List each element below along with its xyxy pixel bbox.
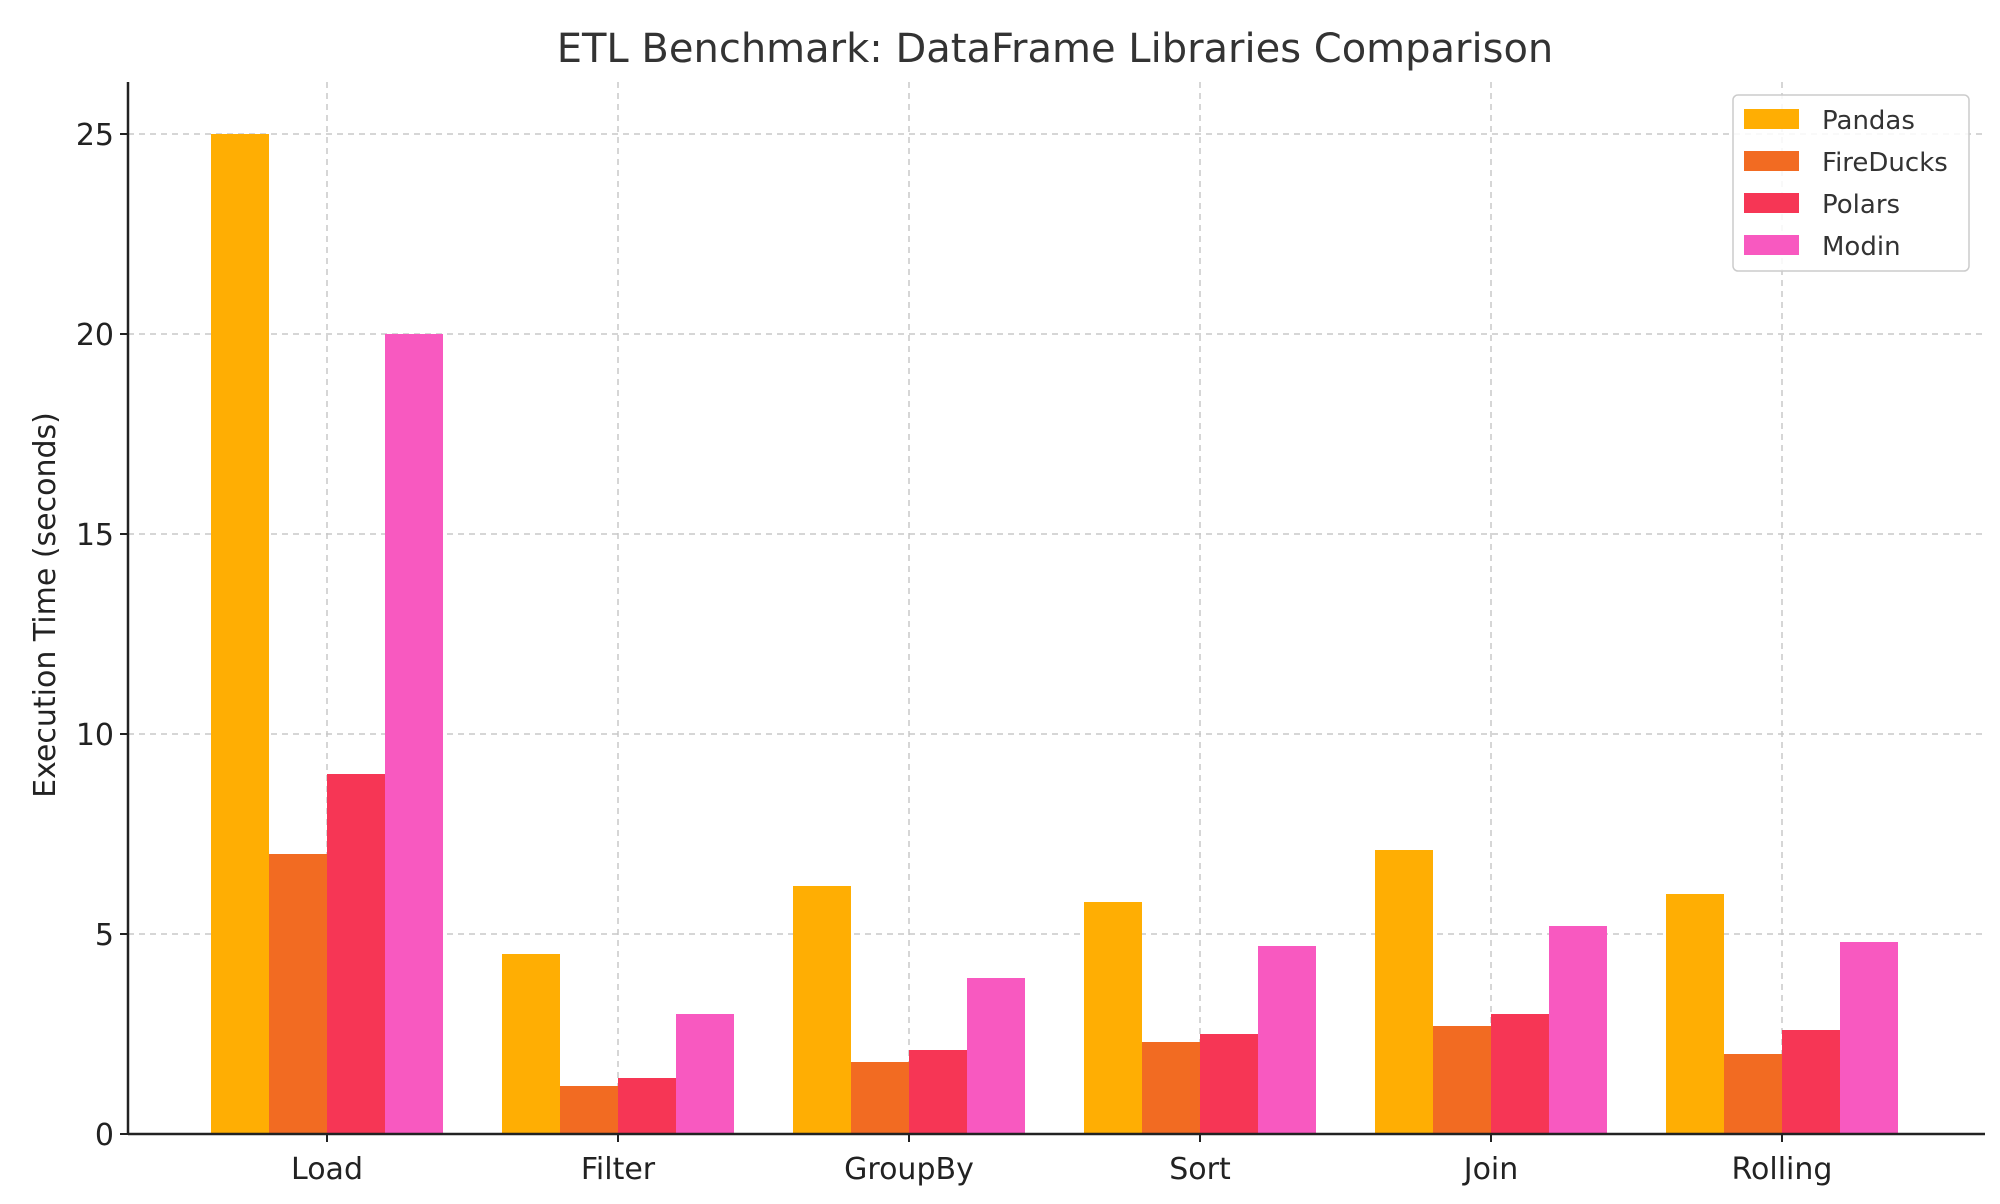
bar-pandas-join	[1375, 850, 1433, 1134]
bar-pandas-groupby	[793, 886, 851, 1134]
x-tick-label: GroupBy	[844, 1152, 974, 1187]
legend-swatch-polars	[1744, 193, 1799, 213]
y-tick-label: 0	[95, 1118, 114, 1153]
bar-fireducks-groupby	[851, 1062, 909, 1134]
bar-fireducks-filter	[560, 1086, 618, 1134]
legend-swatch-modin	[1744, 235, 1799, 255]
bar-pandas-sort	[1084, 902, 1142, 1134]
bar-polars-load	[327, 774, 385, 1134]
bar-fireducks-load	[269, 854, 327, 1134]
bar-modin-groupby	[967, 978, 1025, 1134]
bar-polars-groupby	[909, 1050, 967, 1134]
legend: Pandas FireDucks Polars Modin	[1732, 94, 1970, 272]
bar-fireducks-rolling	[1724, 1054, 1782, 1134]
bar-pandas-load	[211, 134, 269, 1134]
y-tick-label: 15	[76, 518, 114, 553]
bars	[211, 134, 1898, 1134]
legend-label-modin: Modin	[1822, 232, 1901, 262]
legend-label-fireducks: FireDucks	[1822, 148, 1948, 178]
bar-polars-sort	[1200, 1034, 1258, 1134]
y-tick-label: 25	[76, 118, 114, 153]
bar-modin-filter	[676, 1014, 734, 1134]
y-tick-label: 20	[76, 318, 114, 353]
legend-swatch-pandas	[1744, 109, 1799, 129]
legend-label-pandas: Pandas	[1822, 106, 1915, 136]
legend-box	[1732, 94, 1970, 272]
bar-modin-join	[1549, 926, 1607, 1134]
chart-title: ETL Benchmark: DataFrame Libraries Compa…	[557, 26, 1554, 72]
y-tick-label: 10	[76, 718, 114, 753]
x-tick-label: Sort	[1169, 1152, 1231, 1187]
x-tick-label: Load	[291, 1152, 363, 1187]
y-tick-label: 5	[95, 918, 114, 953]
bar-pandas-filter	[502, 954, 560, 1134]
bar-modin-rolling	[1840, 942, 1898, 1134]
bar-polars-filter	[618, 1078, 676, 1134]
bar-polars-rolling	[1782, 1030, 1840, 1134]
x-tick-label: Filter	[581, 1152, 656, 1187]
bar-polars-join	[1491, 1014, 1549, 1134]
x-tick-label: Join	[1462, 1152, 1519, 1187]
bar-modin-sort	[1258, 946, 1316, 1134]
bar-pandas-rolling	[1666, 894, 1724, 1134]
legend-swatch-fireducks	[1744, 151, 1799, 171]
legend-label-polars: Polars	[1822, 190, 1900, 220]
y-axis-label: Execution Time (seconds)	[28, 412, 63, 798]
bar-fireducks-sort	[1142, 1042, 1200, 1134]
tick-labels: 0 5 10 15 20 25 Load Filter GroupBy Sort Join Rolli…	[76, 118, 1833, 1187]
bar-modin-load	[385, 334, 443, 1134]
x-tick-label: Rolling	[1732, 1152, 1833, 1187]
bar-fireducks-join	[1433, 1026, 1491, 1134]
axes	[126, 82, 1985, 1136]
